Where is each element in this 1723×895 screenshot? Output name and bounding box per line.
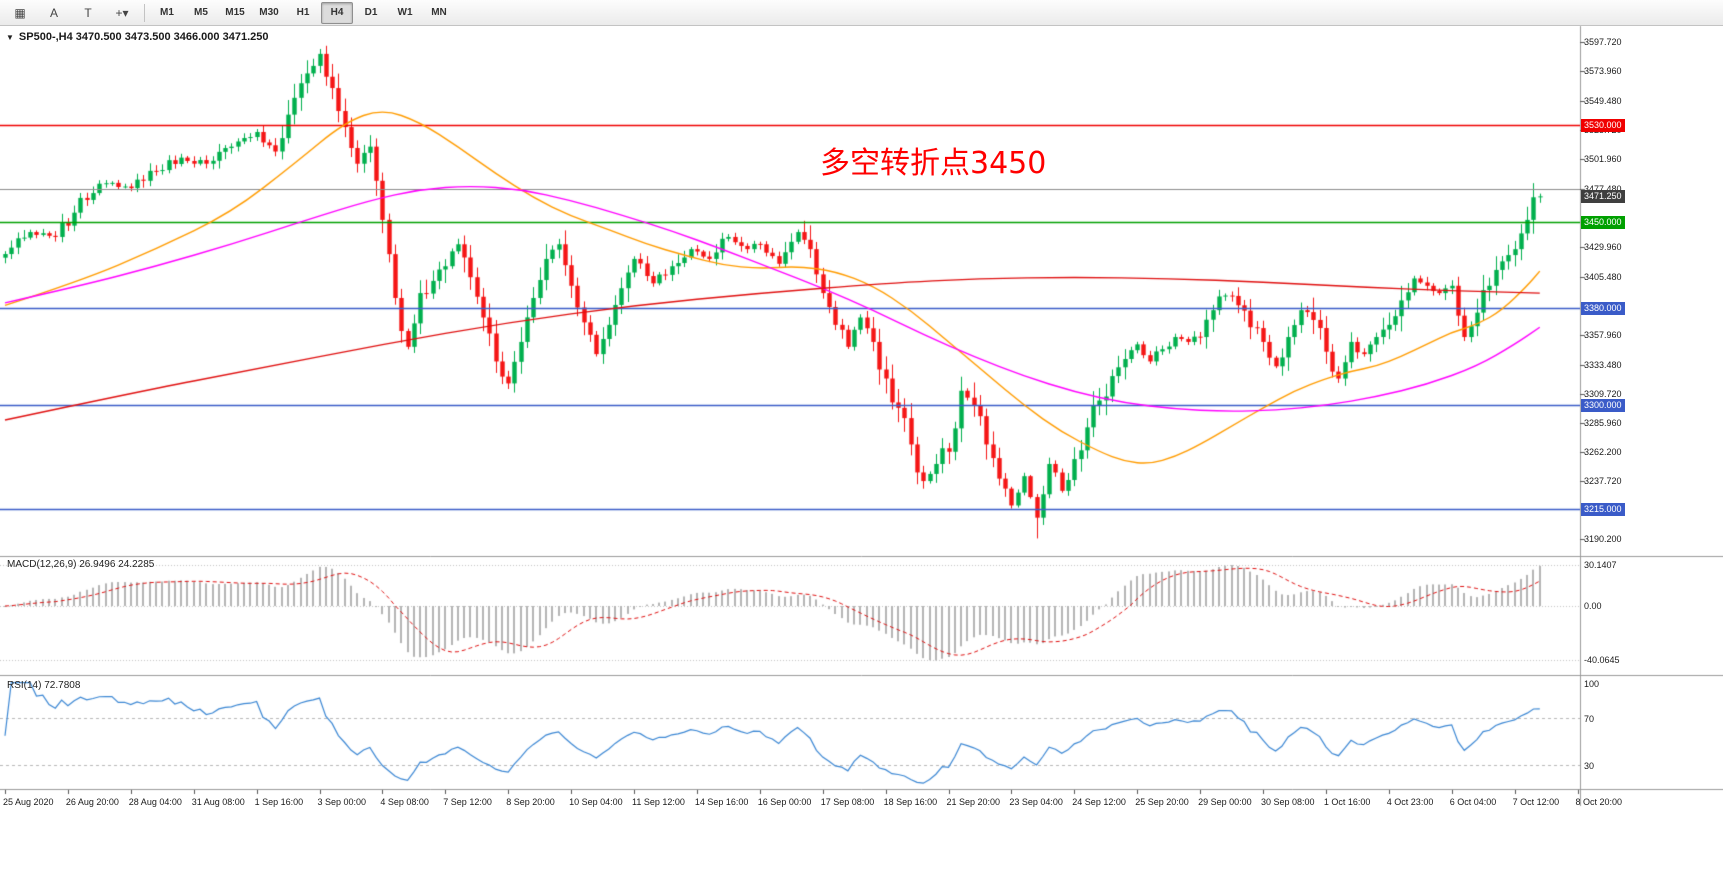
timeframe-button-d1[interactable]: D1 xyxy=(364,7,378,18)
time-axis-label: 7 Oct 12:00 xyxy=(1512,797,1560,807)
price-axis-label: 3405.480 xyxy=(1584,271,1622,282)
time-axis-label: 25 Aug 2020 xyxy=(3,797,54,807)
text-label-icon[interactable]: T xyxy=(84,5,92,20)
time-axis-label: 10 Sep 04:00 xyxy=(569,797,623,807)
price-axis-label: 3357.960 xyxy=(1584,329,1622,340)
price-axis-label: 3262.200 xyxy=(1584,446,1622,457)
chart-symbol-header: ▼ SP500-,H4 3470.500 3473.500 3466.000 34… xyxy=(6,31,268,43)
collapse-icon[interactable]: ▼ xyxy=(6,33,14,42)
timeframe-button-mn[interactable]: MN xyxy=(431,7,447,18)
price-axis-label: 3477.480 xyxy=(1584,183,1622,194)
time-axis-label: 17 Sep 08:00 xyxy=(820,797,875,807)
price-axis-label: 3237.720 xyxy=(1584,476,1622,487)
symbol-ohlc-text: SP500-,H4 3470.500 3473.500 3466.000 347… xyxy=(18,31,269,43)
price-level-badge: 3450.000 xyxy=(1581,216,1625,230)
time-axis-label: 4 Sep 08:00 xyxy=(380,797,429,807)
price-axis-label: 3501.960 xyxy=(1584,153,1622,164)
chart-annotation: 多空转折点3450 xyxy=(820,146,1047,181)
time-axis-label: 7 Sep 12:00 xyxy=(443,797,492,807)
rsi-axis-label: 70 xyxy=(1584,714,1595,724)
timeframe-button-h4[interactable]: H4 xyxy=(321,1,353,24)
toolbar-separator xyxy=(144,3,145,22)
macd-label: MACD(12,26,9) 26.9496 24.2285 xyxy=(7,559,155,570)
current-price-badge: 3471.250 xyxy=(1581,190,1625,204)
timeframe-button-m30[interactable]: M30 xyxy=(259,7,279,18)
time-axis-label: 21 Sep 20:00 xyxy=(946,797,1001,807)
time-axis-label: 3 Sep 00:00 xyxy=(317,797,367,807)
rsi-axis-label: 100 xyxy=(1584,678,1600,689)
time-axis-label: 23 Sep 04:00 xyxy=(1009,797,1063,807)
time-axis-label: 1 Oct 16:00 xyxy=(1323,797,1371,807)
time-axis-label: 28 Aug 04:00 xyxy=(128,797,182,807)
time-axis-label: 26 Aug 20:00 xyxy=(65,797,119,807)
time-axis-label: 11 Sep 12:00 xyxy=(632,797,685,807)
price-level-badge: 3215.000 xyxy=(1581,503,1625,517)
time-axis-label: 18 Sep 16:00 xyxy=(883,797,938,807)
rsi-label: RSI(14) 72.7808 xyxy=(7,680,81,691)
draw-objects-icon[interactable]: +▾ xyxy=(115,5,129,20)
macd-axis-label: 30.1407 xyxy=(1584,560,1617,570)
toolbar: ▦ A T +▾ M1 M5 M15 M30 H1 H4 D1 W1 MN xyxy=(0,0,1723,26)
time-axis-label: 6 Oct 04:00 xyxy=(1449,797,1497,807)
price-axis-label: 3597.720 xyxy=(1584,37,1622,47)
price-axis-label: 3190.200 xyxy=(1584,534,1622,545)
time-axis-label: 8 Oct 20:00 xyxy=(1575,797,1623,807)
time-axis-label: 29 Sep 00:00 xyxy=(1198,797,1252,807)
cursor-icon[interactable]: A xyxy=(49,5,58,20)
time-axis-label: 4 Oct 23:00 xyxy=(1386,797,1434,807)
timeframe-button-w1[interactable]: W1 xyxy=(397,7,413,18)
price-axis-label: 3429.960 xyxy=(1584,241,1622,252)
price-level-badge: 3530.000 xyxy=(1581,118,1625,132)
price-axis-label: 3573.960 xyxy=(1584,66,1622,76)
price-level-badge: 3300.000 xyxy=(1581,399,1625,413)
time-axis-label: 24 Sep 12:00 xyxy=(1072,797,1126,807)
price-axis-label: 3309.720 xyxy=(1584,388,1622,399)
time-axis-label: 8 Sep 20:00 xyxy=(506,797,555,807)
time-axis-label: 30 Sep 08:00 xyxy=(1261,797,1315,807)
time-axis-label: 31 Aug 08:00 xyxy=(191,797,245,807)
price-axis-label: 3549.480 xyxy=(1584,95,1622,106)
macd-axis-label: -40.0645 xyxy=(1584,655,1620,666)
timeframe-button-m5[interactable]: M5 xyxy=(194,7,208,18)
price-level-badge: 3380.000 xyxy=(1581,301,1625,315)
timeframe-button-h1[interactable]: H1 xyxy=(296,7,310,18)
price-axis-label: 3285.960 xyxy=(1584,417,1622,428)
macd-axis-label: 0.00 xyxy=(1584,601,1602,611)
price-axis-label: 3333.480 xyxy=(1584,359,1622,370)
time-axis-label: 25 Sep 20:00 xyxy=(1135,797,1189,807)
time-axis-label: 1 Sep 16:00 xyxy=(254,797,304,807)
rsi-axis-label: 30 xyxy=(1584,761,1595,772)
time-axis-label: 14 Sep 16:00 xyxy=(694,797,749,807)
chart-windows-icon[interactable]: ▦ xyxy=(14,5,26,20)
time-axis-label: 16 Sep 00:00 xyxy=(757,797,812,807)
timeframe-button-m15[interactable]: M15 xyxy=(225,7,245,18)
timeframe-button-m1[interactable]: M1 xyxy=(160,7,174,18)
